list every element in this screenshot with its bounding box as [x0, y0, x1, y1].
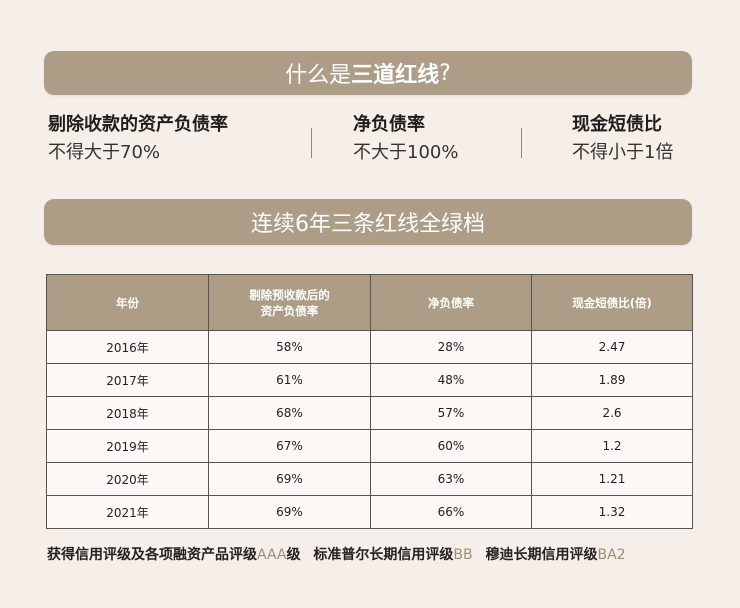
cell-asset-liability: 67%: [208, 429, 371, 463]
table-row: 2021年 69% 66% 1.32: [46, 495, 693, 529]
cell-asset-liability: 68%: [208, 396, 371, 430]
cell-year: 2017年: [46, 363, 209, 397]
cell-cash-short-debt: 1.32: [531, 495, 693, 529]
rating-text: 穆迪长期信用评级: [485, 547, 598, 563]
header-net-gearing: 净负债率: [370, 274, 532, 331]
metric-limit: 不得大于70%: [48, 142, 161, 163]
cell-net-gearing: 28%: [370, 330, 532, 364]
cell-cash-short-debt: 1.2: [531, 429, 693, 463]
cell-year: 2020年: [46, 462, 209, 496]
cell-asset-liability: 61%: [208, 363, 371, 397]
header-asset-liability-ratio: 剔除预收款后的 资产负债率: [208, 274, 371, 331]
rating-domestic: 获得信用评级及各项融资产品评级AAA级: [47, 547, 301, 563]
rating-text: 获得信用评级及各项融资产品评级: [47, 547, 257, 563]
banner1-highlight: 三道红线: [351, 63, 440, 88]
metric-name: 净负债率: [353, 114, 425, 135]
rating-text: 标准普尔长期信用评级: [313, 547, 454, 563]
rating-grade: BB: [453, 547, 473, 563]
red-line-history-table: 年份 剔除预收款后的 资产负债率 净负债率 现金短债比(倍) 2016年 58%…: [46, 274, 693, 529]
metric-name: 现金短债比: [572, 114, 662, 135]
cell-cash-short-debt: 2.6: [531, 396, 693, 430]
credit-ratings-footer: 获得信用评级及各项融资产品评级AAA级 标准普尔长期信用评级BB 穆迪长期信用评…: [47, 544, 707, 564]
table-row: 2020年 69% 63% 1.21: [46, 462, 693, 496]
banner1-prefix: 什么是: [285, 63, 352, 88]
cell-cash-short-debt: 1.21: [531, 462, 693, 496]
cell-year: 2018年: [46, 396, 209, 430]
cell-cash-short-debt: 2.47: [531, 330, 693, 364]
table-row: 2018年 68% 57% 2.6: [46, 396, 693, 430]
metric-limit: 不大于100%: [353, 142, 459, 163]
cell-asset-liability: 69%: [208, 462, 371, 496]
cell-asset-liability: 69%: [208, 495, 371, 529]
cell-year: 2019年: [46, 429, 209, 463]
cell-net-gearing: 48%: [370, 363, 532, 397]
rating-grade: AAA: [257, 547, 287, 563]
cell-net-gearing: 57%: [370, 396, 532, 430]
banner2-title: 连续6年三条红线全绿档: [251, 212, 485, 237]
red-line-metrics: 剔除收款的资产负债率 不得大于70% 净负债率 不大于100% 现金短债比 不得…: [44, 112, 692, 174]
banner1-suffix: ?: [439, 60, 451, 86]
metric-cash-short-debt-ratio: 现金短债比 不得小于1倍: [572, 112, 673, 168]
table-row: 2017年 61% 48% 1.89: [46, 363, 693, 397]
metric-divider: [521, 128, 522, 158]
metric-net-gearing-ratio: 净负债率 不大于100%: [353, 112, 458, 168]
table-row: 2019年 67% 60% 1.2: [46, 429, 693, 463]
cell-net-gearing: 66%: [370, 495, 532, 529]
rating-sp: 标准普尔长期信用评级BB: [313, 547, 472, 563]
banner-six-years-green: 连续6年三条红线全绿档: [44, 199, 692, 245]
table-row: 2016年 58% 28% 2.47: [46, 330, 693, 364]
banner-what-is-three-red-lines: 什么是 三道红线?: [44, 51, 692, 95]
cell-net-gearing: 63%: [370, 462, 532, 496]
metric-limit: 不得小于1倍: [572, 142, 674, 163]
rating-moodys: 穆迪长期信用评级BA2: [485, 547, 625, 563]
table-header-row: 年份 剔除预收款后的 资产负债率 净负债率 现金短债比(倍): [46, 274, 693, 331]
metric-name: 剔除收款的资产负债率: [48, 114, 228, 135]
cell-year: 2016年: [46, 330, 209, 364]
metric-asset-liability-ratio: 剔除收款的资产负债率 不得大于70%: [48, 112, 228, 168]
rating-grade: BA2: [597, 547, 626, 563]
header-cash-short-debt: 现金短债比(倍): [531, 274, 693, 331]
metric-divider: [311, 128, 312, 158]
cell-asset-liability: 58%: [208, 330, 371, 364]
rating-suffix: 级: [286, 547, 301, 563]
cell-year: 2021年: [46, 495, 209, 529]
cell-net-gearing: 60%: [370, 429, 532, 463]
header-line: 剔除预收款后的 资产负债率: [249, 287, 330, 318]
header-year: 年份: [46, 274, 209, 331]
cell-cash-short-debt: 1.89: [531, 363, 693, 397]
